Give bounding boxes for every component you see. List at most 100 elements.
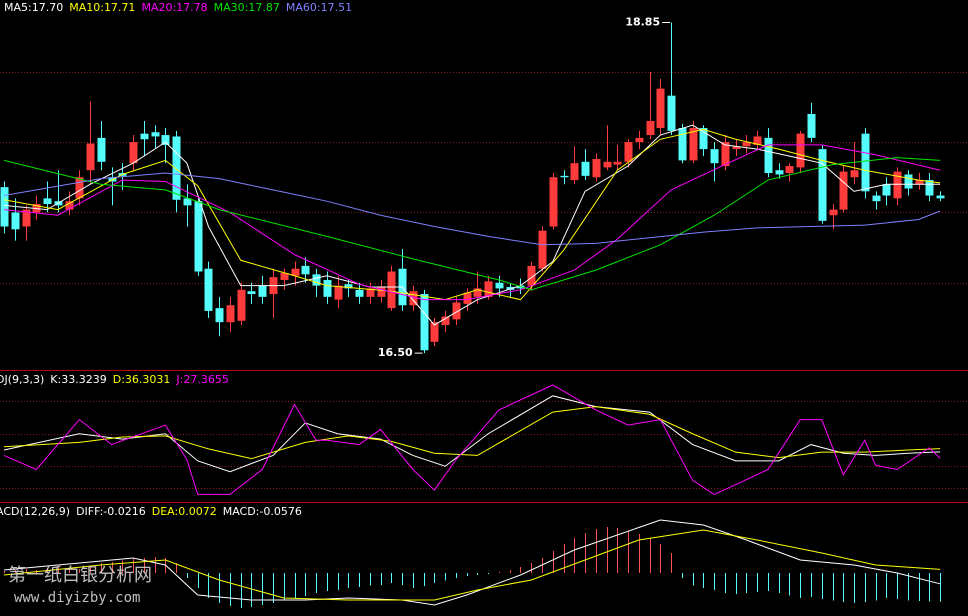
legend-item: MA10:17.71 bbox=[69, 1, 135, 14]
series-line bbox=[3, 157, 941, 291]
legend-item: ACD(12,26,9) bbox=[0, 505, 70, 518]
candle-body bbox=[635, 137, 644, 143]
candle-body bbox=[301, 265, 310, 275]
series-line bbox=[3, 406, 941, 460]
watermark-title: 第一纸白银分析网 bbox=[8, 565, 152, 586]
candle-body bbox=[839, 171, 848, 210]
candle-body bbox=[355, 289, 364, 297]
series-line bbox=[3, 529, 941, 601]
legend-item: MA60:17.51 bbox=[286, 1, 352, 14]
candle-body bbox=[721, 142, 730, 167]
candle-body bbox=[140, 133, 149, 140]
candle-body bbox=[592, 158, 601, 178]
candle-body bbox=[549, 177, 558, 227]
candle-body bbox=[215, 308, 224, 323]
candle-body bbox=[936, 195, 945, 199]
series-line bbox=[3, 384, 941, 495]
candle-body bbox=[882, 184, 891, 196]
candle-body bbox=[850, 170, 859, 178]
candle-body bbox=[861, 133, 870, 192]
candle-body bbox=[441, 316, 450, 325]
candle-body bbox=[915, 180, 924, 185]
annotation-label: 16.50 bbox=[378, 346, 413, 359]
candle-body bbox=[237, 289, 246, 321]
candle-body bbox=[699, 128, 708, 150]
candle-body bbox=[430, 322, 439, 342]
candle-body bbox=[484, 281, 493, 297]
legend-item: DJ(9,3,3) bbox=[0, 373, 44, 386]
candle-body bbox=[344, 284, 353, 289]
candle-body bbox=[527, 265, 536, 286]
candle-body bbox=[194, 201, 203, 272]
candle-body bbox=[613, 161, 622, 165]
candle-body bbox=[764, 137, 773, 174]
candle-body bbox=[904, 174, 913, 189]
legend-item: MACD:-0.0576 bbox=[223, 505, 302, 518]
candle-body bbox=[86, 143, 95, 171]
candle-body bbox=[247, 291, 256, 295]
candle-body bbox=[377, 286, 386, 297]
legend-item: DEA:0.0072 bbox=[152, 505, 217, 518]
candle-body bbox=[925, 180, 934, 196]
candle-body bbox=[226, 305, 235, 323]
candle-body bbox=[387, 271, 396, 309]
legend-item: MA5:17.70 bbox=[4, 1, 63, 14]
candle-body bbox=[409, 291, 418, 306]
candle-body bbox=[43, 198, 52, 204]
candle-body bbox=[323, 279, 332, 297]
candle-body bbox=[151, 132, 160, 137]
candle-body bbox=[570, 163, 579, 181]
annotation-label: 18.85 bbox=[625, 16, 660, 29]
candle-body bbox=[366, 288, 375, 297]
legend-item: MA30:17.87 bbox=[214, 1, 280, 14]
candle-body bbox=[161, 135, 170, 145]
legend-item: D:36.3031 bbox=[113, 373, 171, 386]
candle-body bbox=[334, 285, 343, 300]
candle-body bbox=[538, 230, 547, 269]
candle-body bbox=[656, 88, 665, 129]
candle-body bbox=[667, 95, 676, 131]
candle-body bbox=[753, 136, 762, 145]
candle-body bbox=[710, 149, 719, 164]
candle-body bbox=[732, 146, 741, 150]
candle-body bbox=[495, 282, 504, 289]
candle-body bbox=[291, 268, 300, 276]
candle-body bbox=[807, 113, 816, 138]
legend-item: MA20:17.78 bbox=[141, 1, 207, 14]
series-line bbox=[3, 172, 941, 246]
series-line bbox=[3, 124, 941, 326]
candle-body bbox=[22, 209, 31, 227]
legend-item: J:27.3655 bbox=[175, 373, 228, 386]
legend-item: K:33.3239 bbox=[50, 373, 106, 386]
candle-body bbox=[172, 136, 181, 200]
series-line bbox=[3, 395, 941, 473]
candle-body bbox=[473, 288, 482, 297]
candle-body bbox=[204, 268, 213, 311]
candle-body bbox=[129, 142, 138, 164]
candle-body bbox=[624, 142, 633, 162]
candle-body bbox=[818, 149, 827, 221]
candle-body bbox=[463, 292, 472, 304]
candle-body bbox=[97, 137, 106, 162]
candle-body bbox=[689, 128, 698, 161]
candle-body bbox=[796, 133, 805, 168]
legend-item: DIFF:-0.0216 bbox=[76, 505, 146, 518]
candle-body bbox=[872, 195, 881, 202]
candle-body bbox=[785, 166, 794, 174]
candle-body bbox=[11, 212, 20, 230]
candle-body bbox=[560, 175, 569, 178]
watermark-url: www.diyizby.com bbox=[14, 590, 140, 606]
candle-body bbox=[452, 302, 461, 320]
candle-body bbox=[280, 272, 289, 280]
candle-body bbox=[183, 198, 192, 206]
candle-body bbox=[420, 294, 429, 351]
candle-body bbox=[75, 177, 84, 199]
candle-body bbox=[893, 171, 902, 199]
candle-body bbox=[581, 161, 590, 176]
series-line bbox=[3, 144, 941, 301]
candle-body bbox=[829, 209, 838, 216]
candle-body bbox=[678, 128, 687, 161]
candle-body bbox=[312, 274, 321, 286]
